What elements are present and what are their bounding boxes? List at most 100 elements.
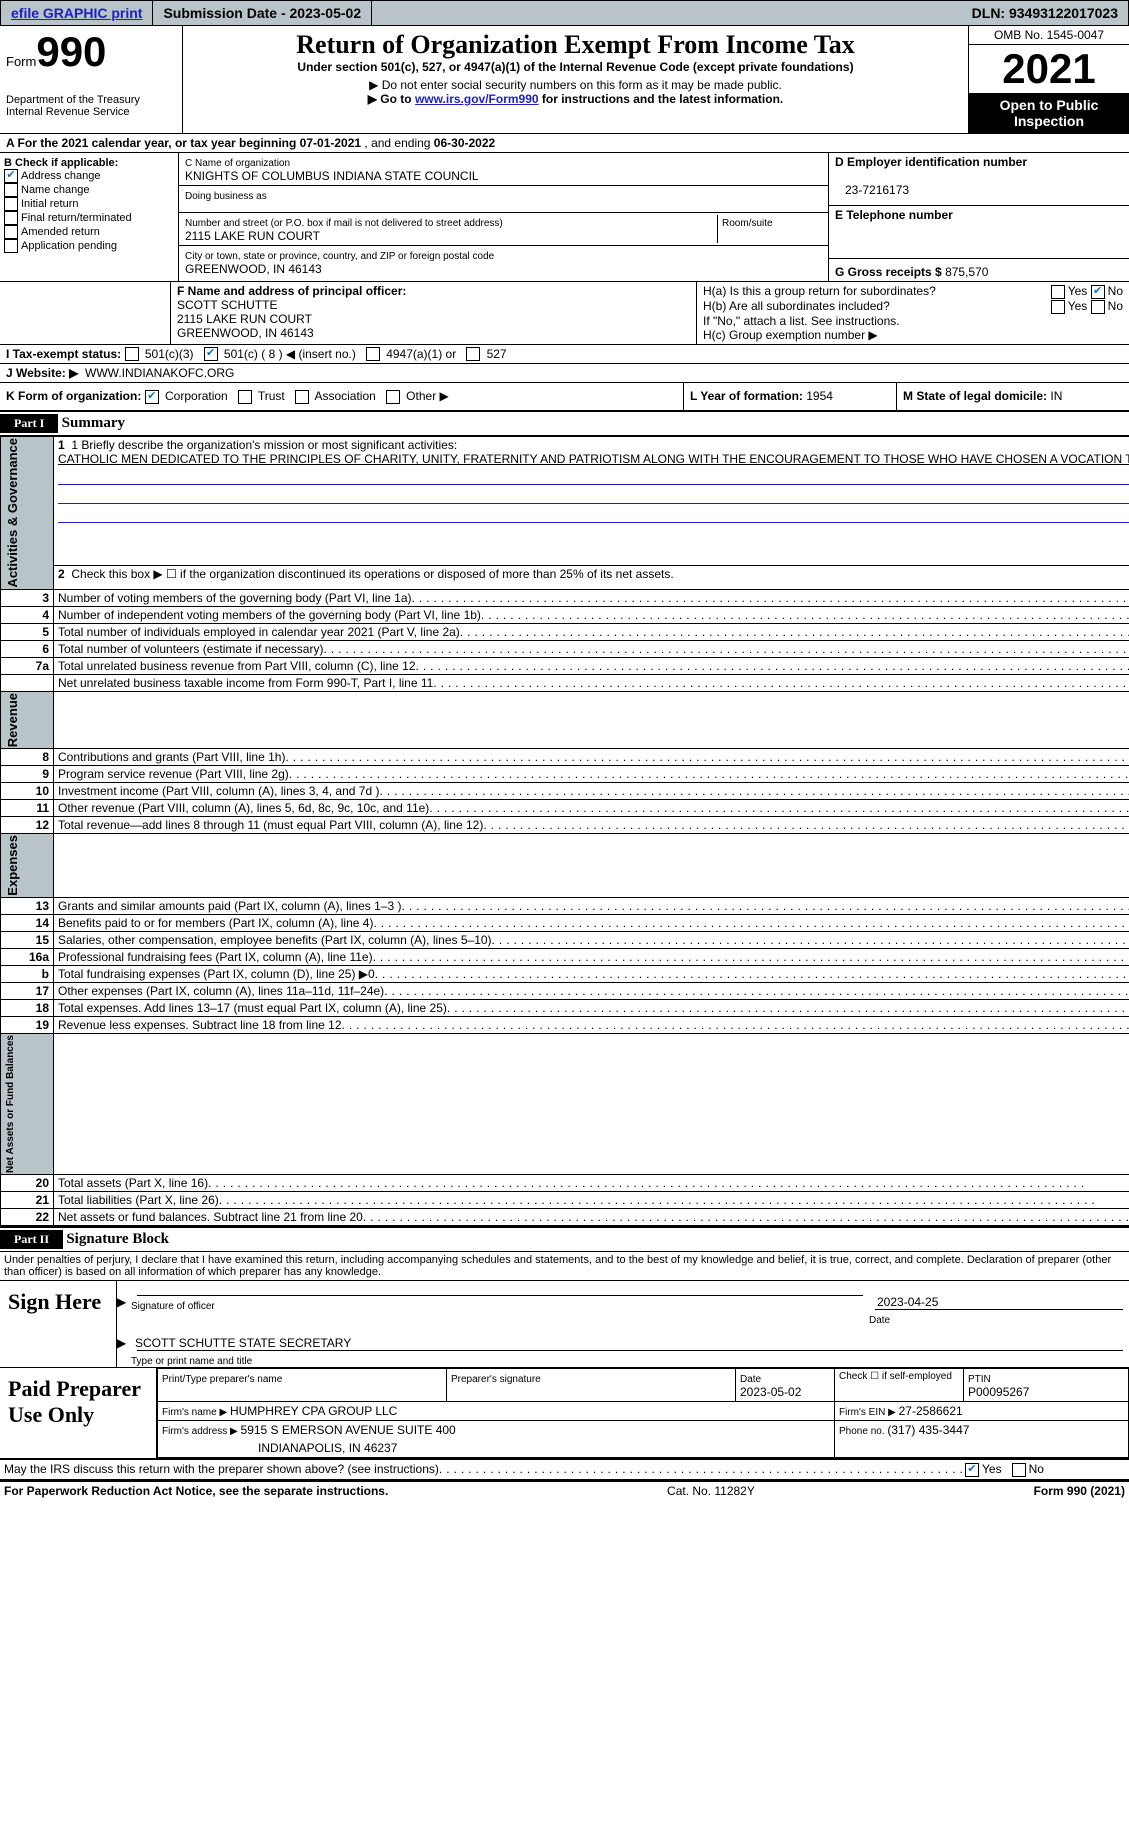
b-item: Amended return bbox=[4, 225, 174, 239]
discuss-no-checkbox[interactable] bbox=[1012, 1463, 1026, 1477]
part-i-header: Part I Summary bbox=[0, 412, 1129, 436]
b-item: Application pending bbox=[4, 239, 174, 253]
ha-yes-checkbox[interactable] bbox=[1051, 285, 1065, 299]
k-other-checkbox[interactable] bbox=[386, 390, 400, 404]
b-checkbox[interactable] bbox=[4, 169, 18, 183]
hb-yes-checkbox[interactable] bbox=[1051, 300, 1065, 314]
summary-row: 18 Total expenses. Add lines 13–17 (must… bbox=[1, 999, 1129, 1016]
i-501c3-checkbox[interactable] bbox=[125, 347, 139, 361]
part-ii-title: Signature Block bbox=[66, 1231, 169, 1247]
summary-row: 16a Professional fundraising fees (Part … bbox=[1, 948, 1129, 965]
i-501c-checkbox[interactable] bbox=[204, 347, 218, 361]
summary-table: Activities & Governance 1 1 Briefly desc… bbox=[0, 436, 1129, 1225]
room-label: Room/suite bbox=[722, 218, 773, 229]
dln: DLN: 93493122017023 bbox=[962, 1, 1128, 25]
summary-row: 9 Program service revenue (Part VIII, li… bbox=[1, 766, 1129, 783]
section-d-g: D Employer identification number 23-7216… bbox=[828, 153, 1129, 281]
top-bar: efile GRAPHIC print Submission Date - 20… bbox=[0, 0, 1129, 26]
section-c: C Name of organization KNIGHTS OF COLUMB… bbox=[179, 153, 828, 281]
efile-label[interactable]: efile GRAPHIC print bbox=[1, 1, 153, 25]
b-checkbox[interactable] bbox=[4, 183, 18, 197]
website: WWW.INDIANAKOFC.ORG bbox=[85, 366, 234, 380]
form-note1: ▶ Do not enter social security numbers o… bbox=[191, 78, 960, 92]
d-value: 23-7216173 bbox=[835, 183, 909, 197]
part-i-body: Activities & Governance 1 1 Briefly desc… bbox=[0, 436, 1129, 1225]
b-item: Final return/terminated bbox=[4, 211, 174, 225]
form-note2: ▶ Go to www.irs.gov/Form990 for instruct… bbox=[191, 92, 960, 106]
firm-ein: 27-2586621 bbox=[899, 1404, 963, 1418]
footer-left: For Paperwork Reduction Act Notice, see … bbox=[4, 1484, 388, 1498]
m-value: IN bbox=[1050, 389, 1062, 403]
submission-date: Submission Date - 2023-05-02 bbox=[153, 1, 372, 25]
k-corp-checkbox[interactable] bbox=[145, 390, 159, 404]
firm-addr1: 5915 S EMERSON AVENUE SUITE 400 bbox=[241, 1423, 456, 1437]
e-label: E Telephone number bbox=[835, 208, 953, 222]
city: GREENWOOD, IN 46143 bbox=[185, 262, 322, 276]
i-4947-checkbox[interactable] bbox=[366, 347, 380, 361]
vlabel-revenue: Revenue bbox=[5, 693, 20, 747]
sig-date: 2023-04-25 bbox=[869, 1295, 1129, 1309]
form-title: Return of Organization Exempt From Incom… bbox=[191, 30, 960, 60]
b-checkbox[interactable] bbox=[4, 211, 18, 225]
b-item: Initial return bbox=[4, 197, 174, 211]
ha-label: H(a) Is this a group return for subordin… bbox=[703, 284, 1051, 299]
b-item: Address change bbox=[4, 169, 174, 183]
summary-row: 11 Other revenue (Part VIII, column (A),… bbox=[1, 800, 1129, 817]
discuss-yes-checkbox[interactable] bbox=[965, 1463, 979, 1477]
k-trust-checkbox[interactable] bbox=[238, 390, 252, 404]
summary-row: 6 Total number of volunteers (estimate i… bbox=[1, 640, 1129, 657]
f-label: F Name and address of principal officer: bbox=[177, 284, 406, 298]
b-checkbox[interactable] bbox=[4, 239, 18, 253]
phone: (317) 435-3447 bbox=[887, 1423, 969, 1437]
section-f-h: F Name and address of principal officer:… bbox=[0, 282, 1129, 345]
date-label: Date bbox=[869, 1315, 890, 1326]
summary-row: 4 Number of independent voting members o… bbox=[1, 606, 1129, 623]
discuss-row: May the IRS discuss this return with the… bbox=[0, 1460, 1129, 1481]
b-checkbox[interactable] bbox=[4, 197, 18, 211]
summary-row: b Total fundraising expenses (Part IX, c… bbox=[1, 965, 1129, 982]
dba-label: Doing business as bbox=[185, 191, 267, 202]
f-city: GREENWOOD, IN 46143 bbox=[177, 326, 314, 340]
firm-addr2: INDIANAPOLIS, IN 46237 bbox=[158, 1439, 835, 1458]
omb-number: OMB No. 1545-0047 bbox=[969, 26, 1129, 44]
vlabel-netassets: Net Assets or Fund Balances bbox=[5, 1035, 16, 1173]
footer-right: Form 990 (2021) bbox=[1034, 1484, 1125, 1498]
f-name: SCOTT SCHUTTE bbox=[177, 298, 277, 312]
l-value: 1954 bbox=[806, 389, 833, 403]
section-i: I Tax-exempt status: 501(c)(3) 501(c) ( … bbox=[0, 345, 1129, 365]
sig-officer-label: Signature of officer bbox=[131, 1301, 215, 1312]
firm-name: HUMPHREY CPA GROUP LLC bbox=[230, 1404, 397, 1418]
i-527-checkbox[interactable] bbox=[466, 347, 480, 361]
f-street: 2115 LAKE RUN COURT bbox=[177, 312, 312, 326]
summary-row: 3 Number of voting members of the govern… bbox=[1, 589, 1129, 606]
line2: Check this box ▶ ☐ if the organization d… bbox=[71, 567, 673, 581]
paid-preparer-block: Paid Preparer Use Only Print/Type prepar… bbox=[0, 1368, 1129, 1460]
street: 2115 LAKE RUN COURT bbox=[185, 229, 320, 243]
vlabel-activities: Activities & Governance bbox=[5, 438, 20, 588]
open-inspection: Open to Public Inspection bbox=[969, 93, 1129, 133]
b-checkbox[interactable] bbox=[4, 225, 18, 239]
ha-no-checkbox[interactable] bbox=[1091, 285, 1105, 299]
summary-row: Net unrelated business taxable income fr… bbox=[1, 674, 1129, 691]
hc-label: H(c) Group exemption number ▶ bbox=[703, 328, 1123, 342]
footer: For Paperwork Reduction Act Notice, see … bbox=[0, 1481, 1129, 1500]
irs-link[interactable]: www.irs.gov/Form990 bbox=[415, 92, 539, 106]
summary-row: 22 Net assets or fund balances. Subtract… bbox=[1, 1208, 1129, 1225]
summary-row: 5 Total number of individuals employed i… bbox=[1, 623, 1129, 640]
footer-mid: Cat. No. 11282Y bbox=[667, 1484, 755, 1498]
hb-no-checkbox[interactable] bbox=[1091, 300, 1105, 314]
vlabel-expenses: Expenses bbox=[5, 835, 20, 896]
summary-row: 13 Grants and similar amounts paid (Part… bbox=[1, 897, 1129, 914]
hb-note: If "No," attach a list. See instructions… bbox=[703, 314, 1123, 328]
section-b: B Check if applicable: Address changeNam… bbox=[0, 153, 179, 281]
k-assoc-checkbox[interactable] bbox=[295, 390, 309, 404]
mission-text: CATHOLIC MEN DEDICATED TO THE PRINCIPLES… bbox=[58, 452, 1129, 466]
summary-row: 7a Total unrelated business revenue from… bbox=[1, 657, 1129, 674]
g-label: G Gross receipts $ bbox=[835, 265, 945, 279]
hb-label: H(b) Are all subordinates included? bbox=[703, 299, 1051, 314]
summary-row: 10 Investment income (Part VIII, column … bbox=[1, 783, 1129, 800]
section-a-year: A For the 2021 calendar year, or tax yea… bbox=[0, 134, 1129, 153]
section-j: J Website: ▶ WWW.INDIANAKOFC.ORG bbox=[0, 364, 1129, 383]
main-info: B Check if applicable: Address changeNam… bbox=[0, 153, 1129, 282]
form-number: 990 bbox=[36, 28, 106, 75]
